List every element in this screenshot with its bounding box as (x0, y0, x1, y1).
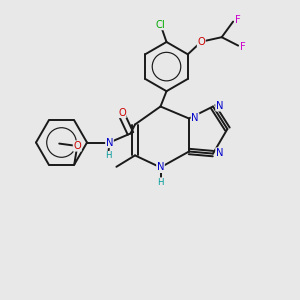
Text: O: O (197, 37, 205, 47)
Text: O: O (118, 107, 126, 118)
Text: N: N (157, 162, 164, 172)
Text: N: N (216, 101, 223, 111)
Text: F: F (235, 15, 241, 25)
Text: H: H (105, 152, 111, 160)
Text: F: F (240, 42, 246, 52)
Text: N: N (216, 148, 223, 158)
Text: N: N (191, 113, 199, 123)
Text: O: O (74, 141, 81, 151)
Text: Cl: Cl (156, 20, 165, 30)
Text: N: N (106, 137, 113, 148)
Text: H: H (157, 178, 164, 187)
